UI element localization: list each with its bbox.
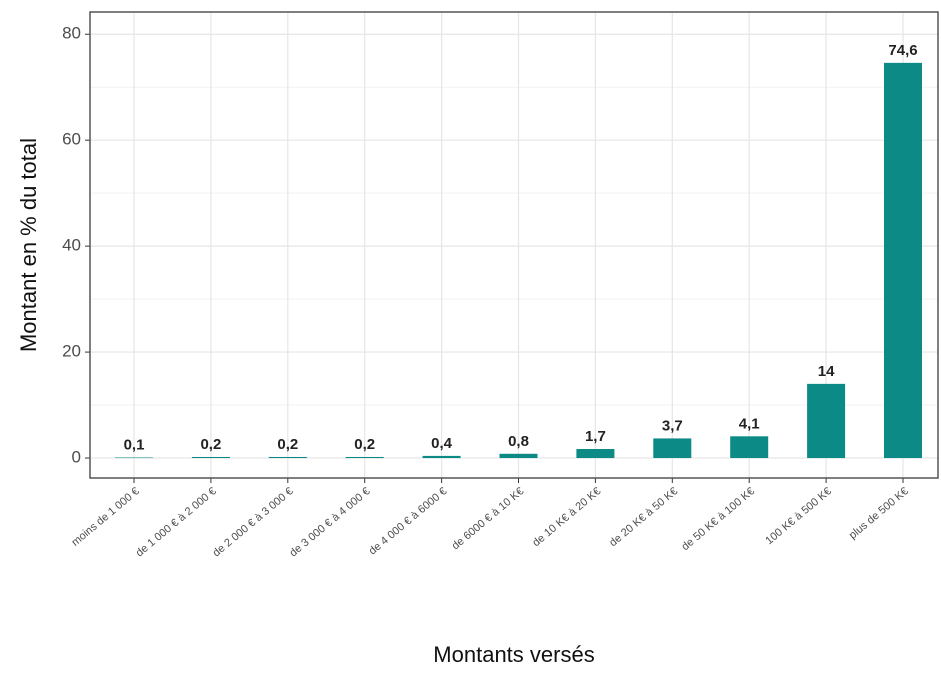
value-label: 0,1 — [124, 436, 145, 453]
y-tick-label: 60 — [62, 130, 81, 149]
x-tick-label: plus de 500 K€ — [847, 485, 911, 541]
panel-border — [89, 11, 939, 479]
y-tick-label: 40 — [62, 236, 81, 255]
bar — [115, 457, 153, 459]
x-tick-label: de 2 000 € à 3 000 € — [211, 485, 296, 559]
x-tick-label: 100 K€ à 500 K€ — [763, 485, 834, 547]
x-axis-title: Montants versés — [433, 642, 594, 667]
bar — [422, 455, 461, 459]
bar — [499, 453, 538, 459]
bar — [730, 436, 769, 459]
panel — [90, 12, 938, 478]
bar — [576, 449, 615, 459]
y-axis-title: Montant en % du total — [16, 138, 41, 352]
bar — [191, 456, 230, 459]
x-tick-label: de 50 K€ à 100 K€ — [679, 485, 757, 553]
x-tick-label: de 4 000 € à 6000 € — [367, 485, 450, 557]
value-label: 0,8 — [508, 433, 529, 450]
value-label: 74,6 — [888, 42, 917, 59]
x-tick-label: moins de 1 000 € — [69, 485, 141, 548]
value-label: 1,7 — [585, 428, 606, 445]
x-tick-label: de 1 000 € à 2 000 € — [134, 485, 219, 559]
y-tick-label: 20 — [62, 342, 81, 361]
value-label: 14 — [818, 363, 835, 380]
y-tick-label: 0 — [72, 448, 81, 467]
y-tick-label: 80 — [62, 24, 81, 43]
bar — [653, 438, 692, 459]
value-label: 0,2 — [200, 436, 221, 453]
x-tick-label: de 10 K€ à 20 K€ — [530, 485, 603, 549]
x-tick-label: de 20 K€ à 50 K€ — [607, 485, 680, 549]
x-tick-label: de 3 000 € à 4 000 € — [287, 485, 372, 559]
bar — [345, 456, 384, 459]
value-label: 0,2 — [277, 436, 298, 453]
x-tick-label: de 6000 € à 10 K€ — [450, 485, 527, 552]
value-label: 0,2 — [354, 436, 375, 453]
value-label: 3,7 — [662, 417, 683, 434]
value-label: 4,1 — [739, 415, 760, 432]
bar — [884, 62, 922, 459]
value-label: 0,4 — [431, 435, 453, 452]
bar — [268, 456, 307, 459]
bar — [807, 383, 846, 459]
